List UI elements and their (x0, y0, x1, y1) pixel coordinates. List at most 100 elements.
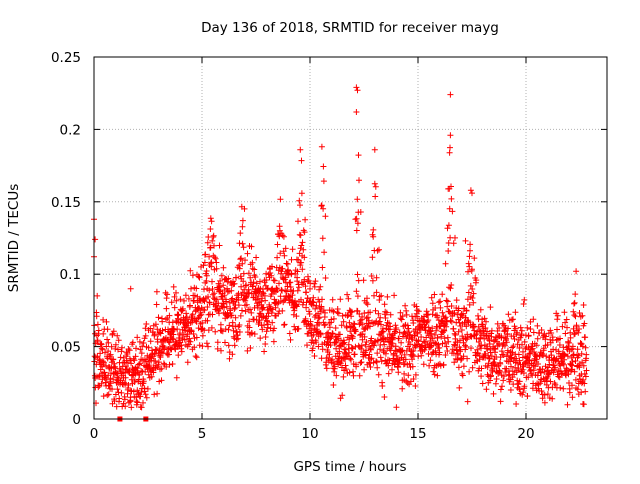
data-point (406, 329, 412, 336)
data-point (218, 347, 224, 354)
data-point (243, 282, 250, 289)
x-tick-label: 20 (517, 426, 534, 442)
data-point (545, 384, 552, 391)
data-point (307, 285, 313, 292)
data-point (166, 361, 173, 368)
data-point (205, 327, 212, 334)
data-point (398, 339, 405, 346)
data-point (110, 356, 117, 363)
data-point (357, 332, 364, 339)
x-tick-label: 15 (409, 426, 426, 442)
data-point (346, 369, 353, 376)
data-point (302, 216, 309, 223)
data-point (152, 358, 159, 364)
data-point (358, 359, 365, 366)
data-point (537, 380, 544, 387)
data-point (212, 255, 219, 262)
data-point (302, 283, 309, 290)
data-point (166, 351, 172, 358)
data-point (554, 326, 560, 333)
data-point (202, 251, 209, 258)
data-point (448, 195, 455, 202)
data-point (366, 360, 373, 367)
data-point (281, 321, 288, 328)
data-point (552, 364, 559, 371)
data-point (286, 279, 293, 286)
data-point (363, 339, 370, 345)
data-point (268, 310, 275, 316)
data-point (98, 345, 105, 352)
data-point (477, 306, 484, 313)
data-point (546, 361, 553, 368)
data-point (311, 353, 318, 359)
data-point (132, 353, 139, 360)
data-point (170, 331, 177, 338)
data-point (563, 316, 570, 323)
data-point (242, 297, 249, 304)
data-point (470, 290, 477, 297)
data-point (535, 361, 541, 367)
data-point (130, 388, 137, 395)
data-point (580, 302, 587, 308)
data-point (235, 335, 241, 342)
data-point (582, 373, 589, 380)
data-point (114, 386, 121, 393)
data-point (316, 286, 323, 293)
data-point (469, 266, 475, 273)
data-point (214, 339, 221, 346)
data-point (367, 356, 374, 363)
data-point (247, 306, 253, 313)
data-point (122, 374, 129, 381)
data-point (326, 324, 333, 331)
data-point (401, 370, 408, 377)
data-point (367, 323, 373, 330)
data-point (431, 291, 438, 298)
data-point (544, 341, 551, 348)
data-point (337, 296, 344, 303)
data-point (274, 241, 281, 248)
data-point (561, 352, 568, 359)
data-point (93, 313, 100, 320)
data-point (468, 345, 474, 352)
data-point (246, 318, 253, 325)
data-point (393, 404, 400, 411)
data-point (373, 358, 380, 365)
data-point (349, 345, 356, 352)
data-point (304, 295, 311, 302)
data-point (245, 270, 252, 277)
data-point (376, 318, 383, 325)
data-point (353, 227, 360, 234)
data-point (316, 320, 322, 327)
data-point (371, 339, 378, 346)
data-point (439, 340, 446, 347)
data-point (342, 346, 349, 353)
data-point (492, 380, 499, 387)
data-point (499, 383, 505, 390)
data-point (460, 363, 467, 370)
data-point (374, 364, 381, 371)
data-point (238, 255, 245, 262)
data-point (173, 374, 180, 381)
data-point (478, 342, 485, 349)
data-point (465, 260, 472, 267)
data-point (319, 264, 326, 271)
data-point (125, 346, 132, 352)
data-point (118, 348, 125, 355)
data-point (492, 346, 499, 353)
data-point (464, 355, 471, 362)
data-point (239, 260, 246, 267)
data-point (140, 378, 147, 385)
data-point (211, 254, 218, 261)
data-point (305, 273, 311, 280)
data-point (434, 335, 441, 341)
data-point (294, 268, 301, 275)
data-point (295, 218, 301, 225)
data-point (241, 205, 248, 212)
data-point (582, 388, 589, 395)
data-point (478, 365, 485, 372)
data-point (133, 345, 139, 352)
data-point (175, 352, 182, 359)
data-point (217, 321, 224, 328)
data-point (319, 296, 325, 303)
data-point (390, 334, 397, 341)
